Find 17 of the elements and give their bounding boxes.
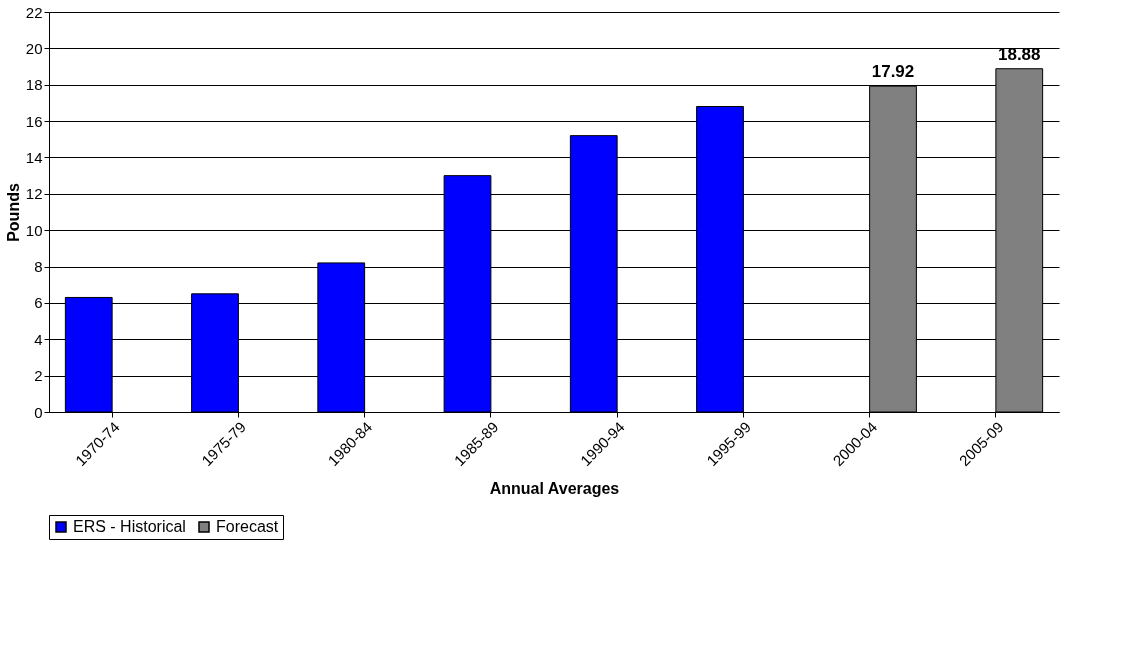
y-axis-title: Pounds (4, 183, 22, 242)
legend-label: ERS - Historical (73, 518, 186, 535)
y-tick-label: 4 (34, 330, 43, 348)
y-tick-label: 0 (34, 403, 43, 421)
y-tick-label: 10 (25, 221, 43, 239)
x-axis-title: Annual Averages (489, 480, 620, 498)
y-tick-label: 20 (25, 39, 43, 57)
y-tick-label: 22 (25, 3, 43, 21)
y-tick-label: 12 (25, 185, 43, 203)
y-tick-label: 18 (25, 76, 43, 94)
legend-label: Forecast (216, 518, 279, 535)
data-label: 17.92 (871, 62, 915, 82)
y-tick-label: 8 (34, 258, 43, 276)
y-tick-label: 14 (25, 148, 43, 166)
y-tick-label: 16 (25, 112, 43, 130)
y-tick-label: 6 (34, 294, 43, 312)
y-tick-label: 2 (34, 367, 43, 385)
